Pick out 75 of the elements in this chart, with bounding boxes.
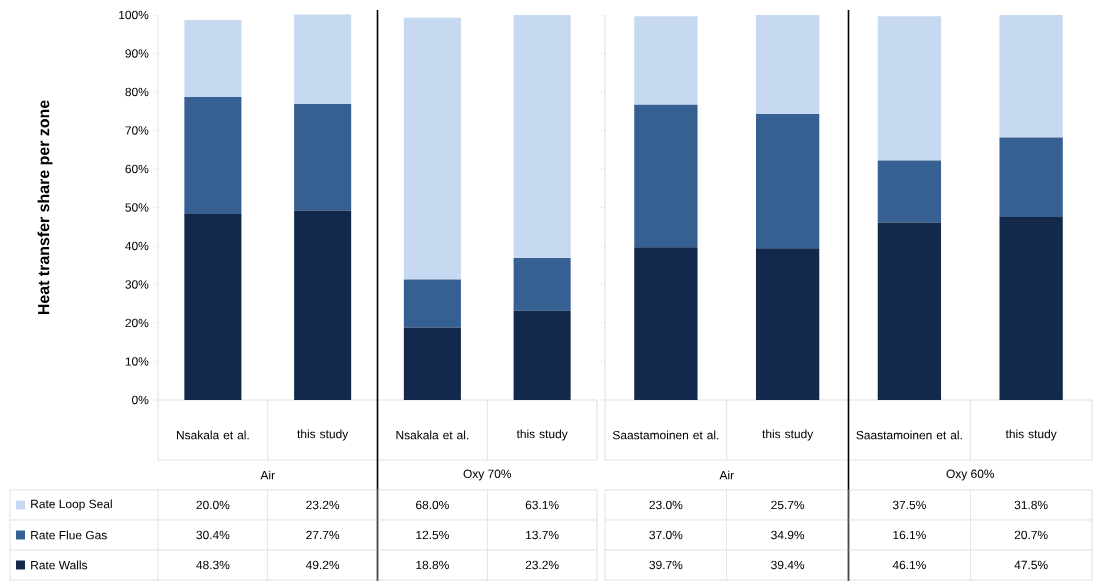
y-tick-label: 80% bbox=[125, 87, 149, 97]
bar bbox=[403, 327, 461, 400]
bar bbox=[877, 160, 942, 223]
data-label: 13.7% bbox=[526, 530, 559, 540]
text: Oxy 70% bbox=[463, 469, 512, 481]
text: Air bbox=[260, 470, 275, 480]
data-label: 23.2% bbox=[525, 560, 559, 570]
x-tick-label: this study bbox=[1005, 429, 1057, 441]
bar bbox=[184, 214, 242, 400]
data-label: 48.3% bbox=[196, 560, 230, 570]
bar bbox=[999, 217, 1063, 400]
x-tick-label: this study bbox=[297, 429, 349, 441]
y-tick-label: 70% bbox=[125, 126, 149, 135]
bar bbox=[513, 310, 571, 400]
data-label: 34.9% bbox=[771, 530, 805, 540]
bar bbox=[403, 17, 461, 280]
data-label: 20.0% bbox=[196, 500, 230, 510]
x-tick-label: this study bbox=[762, 429, 814, 441]
data-label: 39.7% bbox=[649, 560, 683, 570]
y-tick-label: 50% bbox=[125, 203, 149, 212]
bar bbox=[755, 113, 820, 249]
x-tick-label: Saastamoinen et al. bbox=[612, 430, 719, 440]
x-tick-label: Saastamoinen et al. bbox=[856, 430, 962, 440]
data-label: 68.0% bbox=[416, 500, 449, 510]
text: Oxy 60% bbox=[946, 469, 995, 481]
data-label: 31.8% bbox=[1014, 500, 1048, 510]
legend-label: Rate Walls bbox=[31, 560, 88, 570]
bar bbox=[294, 210, 352, 400]
data-label: 16.1% bbox=[893, 530, 926, 540]
y-axis-title: Heat transfer share per zone bbox=[37, 100, 53, 315]
y-tick-label: 90% bbox=[125, 49, 149, 58]
bar bbox=[999, 137, 1063, 218]
y-tick-label: 30% bbox=[125, 280, 149, 289]
data-label: 30.4% bbox=[196, 530, 230, 540]
bar bbox=[294, 103, 352, 211]
legend-label: Rate Flue Gas bbox=[31, 530, 107, 540]
bar bbox=[634, 104, 698, 248]
y-tick-label: 60% bbox=[125, 164, 149, 174]
data-label: 63.1% bbox=[525, 500, 559, 510]
x-tick-label: Nsakala et al. bbox=[176, 430, 249, 440]
bar bbox=[877, 16, 942, 161]
legend-label: Rate Loop Seal bbox=[31, 499, 112, 511]
bar bbox=[403, 279, 461, 328]
bar bbox=[513, 14, 571, 258]
bar bbox=[184, 19, 242, 97]
data-label: 23.2% bbox=[306, 500, 340, 510]
y-tick-label: 0% bbox=[132, 395, 149, 405]
x-tick-label: Nsakala et al. bbox=[396, 430, 469, 440]
bar bbox=[877, 222, 942, 400]
bar bbox=[634, 247, 698, 400]
data-label: 47.5% bbox=[1014, 560, 1048, 570]
bar bbox=[999, 14, 1063, 138]
data-label: 23.0% bbox=[649, 500, 683, 510]
data-label: 37.0% bbox=[649, 530, 683, 540]
y-tick-label: 40% bbox=[125, 241, 149, 251]
data-label: 20.7% bbox=[1014, 530, 1048, 540]
y-tick-label: 20% bbox=[125, 318, 149, 328]
bar bbox=[755, 248, 820, 400]
y-tick-label: 100% bbox=[119, 10, 149, 20]
bar bbox=[294, 14, 352, 104]
data-label: 27.7% bbox=[306, 530, 340, 540]
y-tick-label: 10% bbox=[125, 357, 149, 366]
data-label: 46.1% bbox=[892, 560, 926, 570]
data-label: 37.5% bbox=[892, 500, 926, 510]
data-label: 39.4% bbox=[771, 560, 805, 570]
x-tick-label: this study bbox=[516, 429, 568, 441]
text: Air bbox=[719, 470, 734, 480]
bar bbox=[184, 96, 242, 215]
data-label: 12.5% bbox=[416, 530, 449, 540]
data-label: 25.7% bbox=[771, 500, 805, 510]
data-label: 18.8% bbox=[416, 560, 449, 570]
bar bbox=[513, 257, 571, 311]
bar bbox=[634, 16, 698, 105]
bar bbox=[755, 14, 820, 114]
data-label: 49.2% bbox=[305, 560, 340, 570]
